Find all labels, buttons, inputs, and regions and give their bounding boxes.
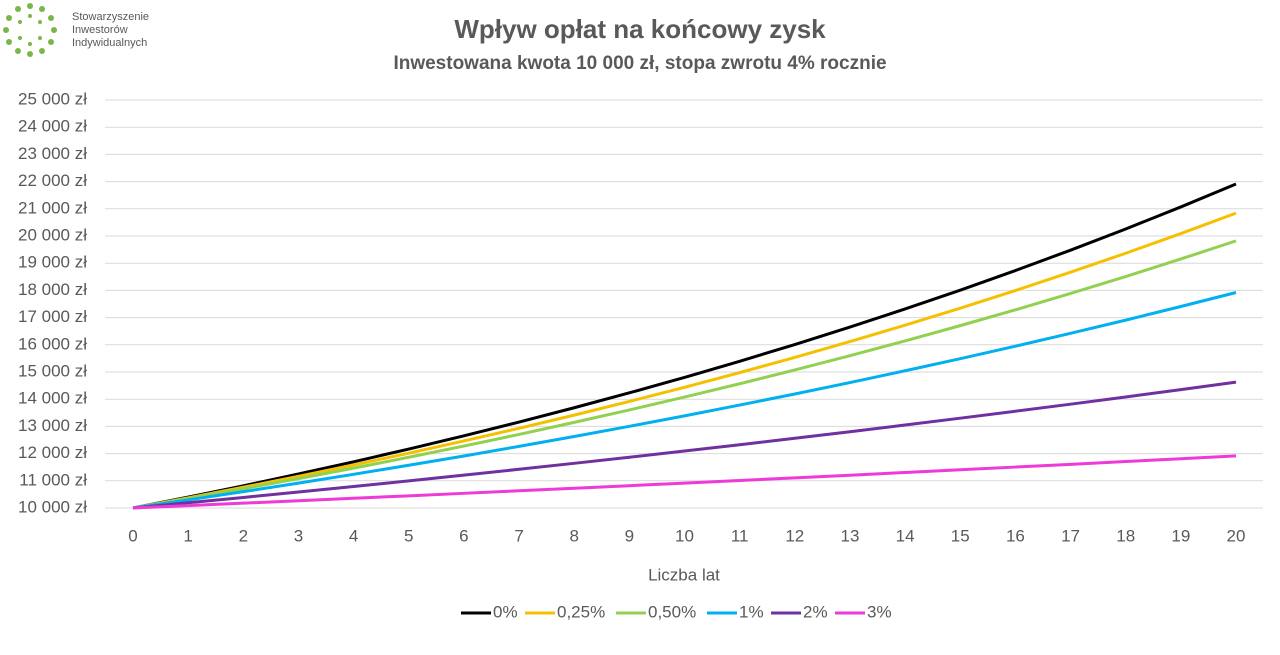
x-tick-label: 19 <box>1171 526 1190 545</box>
x-tick-label: 10 <box>675 526 694 545</box>
y-tick-label: 24 000 zł <box>18 117 87 136</box>
legend-label: 2% <box>803 602 828 621</box>
x-tick-label: 7 <box>514 526 523 545</box>
y-tick-label: 14 000 zł <box>18 389 87 408</box>
y-tick-label: 21 000 zł <box>18 198 87 217</box>
y-tick-label: 18 000 zł <box>18 280 87 299</box>
legend-label: 0% <box>493 602 518 621</box>
y-tick-label: 13 000 zł <box>18 416 87 435</box>
y-tick-label: 23 000 zł <box>18 144 87 163</box>
logo-text: Indywidualnych <box>72 37 147 49</box>
chart-title: Wpływ opłat na końcowy zysk <box>454 14 826 44</box>
x-tick-label: 9 <box>625 526 634 545</box>
y-tick-label: 25 000 zł <box>18 89 87 108</box>
x-tick-label: 1 <box>183 526 192 545</box>
series-line <box>132 454 1237 510</box>
x-tick-label: 8 <box>569 526 578 545</box>
y-tick-label: 17 000 zł <box>18 307 87 326</box>
y-tick-label: 12 000 zł <box>18 443 87 462</box>
series-line <box>132 211 1237 510</box>
series-line <box>132 380 1237 510</box>
series-line <box>132 291 1237 510</box>
x-tick-label: 11 <box>731 526 749 545</box>
x-tick-label: 17 <box>1061 526 1080 545</box>
legend-label: 0,25% <box>557 602 605 621</box>
chart-subtitle: Inwestowana kwota 10 000 zł, stopa zwrot… <box>393 53 886 74</box>
x-tick-label: 15 <box>951 526 970 545</box>
legend-label: 0,50% <box>648 602 696 621</box>
x-tick-label: 20 <box>1227 526 1246 545</box>
x-tick-label: 12 <box>785 526 804 545</box>
logo-text: Inwestorów <box>72 24 128 36</box>
x-tick-label: 5 <box>404 526 413 545</box>
y-tick-label: 10 000 zł <box>18 497 87 516</box>
x-tick-label: 13 <box>840 526 859 545</box>
x-tick-label: 14 <box>896 526 915 545</box>
series-line <box>132 182 1237 510</box>
x-tick-label: 2 <box>239 526 248 545</box>
legend-label: 3% <box>867 602 892 621</box>
series-line <box>132 239 1237 510</box>
legend-label: 1% <box>739 602 764 621</box>
y-tick-label: 19 000 zł <box>18 253 87 272</box>
x-tick-label: 3 <box>294 526 303 545</box>
y-tick-label: 16 000 zł <box>18 334 87 353</box>
y-tick-label: 22 000 zł <box>18 171 87 190</box>
y-tick-label: 20 000 zł <box>18 225 87 244</box>
x-tick-label: 0 <box>128 526 137 545</box>
x-tick-label: 16 <box>1006 526 1025 545</box>
y-tick-label: 11 000 zł <box>19 470 87 489</box>
logo-icon <box>3 3 57 57</box>
x-axis-title: Liczba lat <box>648 565 720 584</box>
x-tick-label: 4 <box>349 526 358 545</box>
y-tick-label: 15 000 zł <box>18 361 87 380</box>
x-tick-label: 6 <box>459 526 468 545</box>
x-tick-label: 18 <box>1116 526 1135 545</box>
logo-text: Stowarzyszenie <box>72 11 149 23</box>
